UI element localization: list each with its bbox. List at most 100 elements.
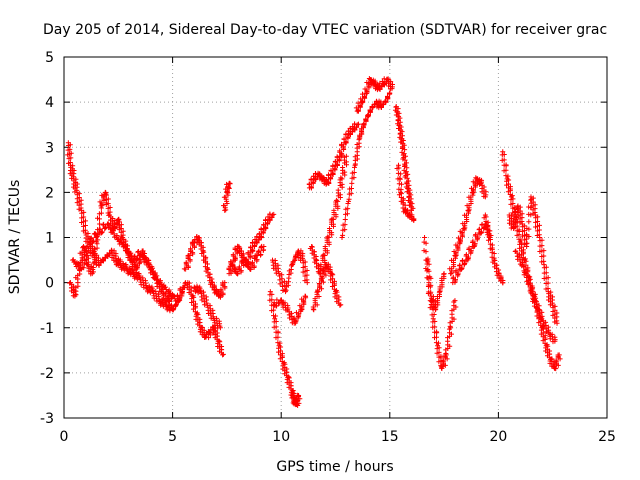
data-point — [462, 221, 468, 227]
data-point — [248, 244, 254, 250]
data-point — [354, 142, 360, 148]
data-point — [366, 81, 372, 87]
data-point — [236, 264, 242, 270]
data-point — [475, 176, 481, 182]
data-point — [321, 267, 327, 273]
data-point — [236, 248, 242, 254]
data-point — [378, 104, 384, 110]
data-point — [448, 271, 454, 277]
data-point — [472, 180, 478, 186]
data-point — [381, 82, 387, 88]
data-points — [65, 76, 563, 409]
data-point — [445, 335, 451, 341]
data-point — [224, 188, 230, 194]
data-point — [313, 177, 319, 183]
data-point — [523, 236, 529, 242]
data-point — [322, 244, 328, 250]
data-point — [222, 280, 228, 286]
data-point — [346, 191, 352, 197]
y-tick-label-neg1: -1 — [40, 321, 54, 337]
series-track-10 — [267, 289, 303, 409]
x-axis-title: GPS time / hours — [276, 459, 393, 475]
data-point — [137, 252, 143, 258]
data-point — [273, 318, 279, 324]
data-point — [256, 248, 262, 254]
data-point — [399, 149, 405, 155]
data-point — [101, 191, 107, 197]
data-point — [516, 227, 522, 233]
data-point — [225, 184, 231, 190]
series-track-11 — [270, 248, 310, 295]
data-point — [273, 324, 279, 330]
data-point — [92, 255, 98, 261]
data-point — [346, 196, 352, 202]
x-tick-label-25: 25 — [598, 429, 616, 445]
x-tick-label-15: 15 — [381, 429, 399, 445]
data-point — [126, 249, 132, 255]
data-point — [127, 252, 133, 258]
data-point — [347, 132, 353, 138]
data-point — [81, 251, 87, 257]
data-point — [226, 180, 232, 186]
data-point — [325, 234, 331, 240]
series-track-19 — [394, 162, 417, 223]
data-point — [149, 267, 155, 273]
series-track-16 — [339, 90, 393, 240]
data-point — [91, 231, 97, 237]
data-point — [269, 214, 275, 220]
data-point — [222, 207, 228, 213]
data-point — [250, 247, 256, 253]
data-point — [452, 298, 458, 304]
data-point — [429, 312, 435, 318]
data-point — [528, 287, 534, 293]
data-point — [282, 286, 288, 292]
data-point — [449, 266, 455, 272]
data-point — [319, 274, 325, 280]
data-point — [302, 293, 308, 299]
data-point — [106, 225, 112, 231]
data-point — [269, 297, 275, 303]
data-point — [463, 212, 469, 218]
data-point — [299, 304, 305, 310]
data-point — [500, 280, 506, 286]
data-point — [475, 234, 481, 240]
data-point — [181, 266, 187, 272]
data-point — [112, 224, 118, 230]
data-point — [306, 181, 312, 187]
data-point — [106, 212, 112, 218]
data-point — [81, 265, 87, 271]
data-point — [81, 209, 87, 215]
data-point — [116, 224, 122, 230]
data-point — [453, 277, 459, 283]
data-point — [326, 239, 332, 245]
data-point — [80, 245, 86, 251]
data-point — [487, 236, 493, 242]
data-point — [86, 245, 92, 251]
data-point — [363, 116, 369, 122]
data-point — [545, 329, 551, 335]
data-point — [286, 268, 292, 274]
data-point — [489, 250, 495, 256]
data-point — [459, 265, 465, 271]
data-point — [519, 263, 525, 269]
data-point — [302, 259, 308, 265]
data-point — [515, 253, 521, 259]
y-axis-title: SDTVAR / TECUs — [7, 180, 23, 295]
data-point — [352, 154, 358, 160]
data-point — [343, 206, 349, 212]
data-point — [535, 214, 541, 220]
data-point — [335, 203, 341, 209]
data-point — [532, 299, 538, 305]
data-point — [361, 121, 367, 127]
data-point — [67, 280, 73, 286]
data-point — [316, 281, 322, 287]
data-point — [171, 306, 177, 312]
data-point — [165, 298, 171, 304]
data-point — [479, 229, 485, 235]
data-point — [329, 230, 335, 236]
data-point — [96, 216, 102, 222]
data-point — [483, 214, 489, 220]
data-point — [536, 227, 542, 233]
data-point — [331, 286, 337, 292]
data-point — [249, 259, 255, 265]
